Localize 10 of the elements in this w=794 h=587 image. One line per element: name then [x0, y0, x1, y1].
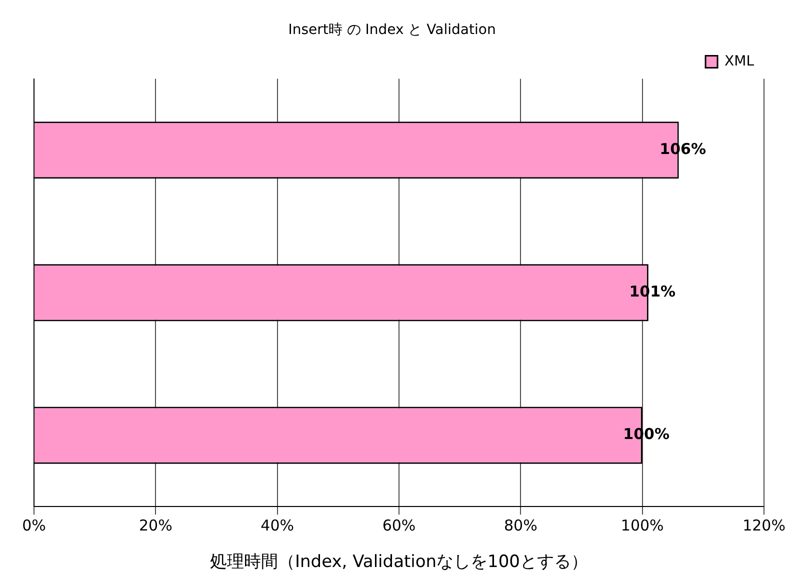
x-tick-label: 40% [260, 516, 294, 534]
x-tick-label: 100% [620, 516, 664, 534]
x-tick-label: 20% [138, 516, 172, 534]
x-tick-label: 80% [504, 516, 538, 534]
chart-title: Insert時 の Index と Validation [288, 22, 496, 38]
x-tick-label: 120% [742, 516, 786, 534]
legend-label: XML [724, 53, 754, 70]
x-axis-title: 処理時間（Index, Validationなしを100とする） [210, 552, 588, 572]
x-tick-label: 0% [22, 516, 46, 534]
x-tick-label: 60% [382, 516, 416, 534]
